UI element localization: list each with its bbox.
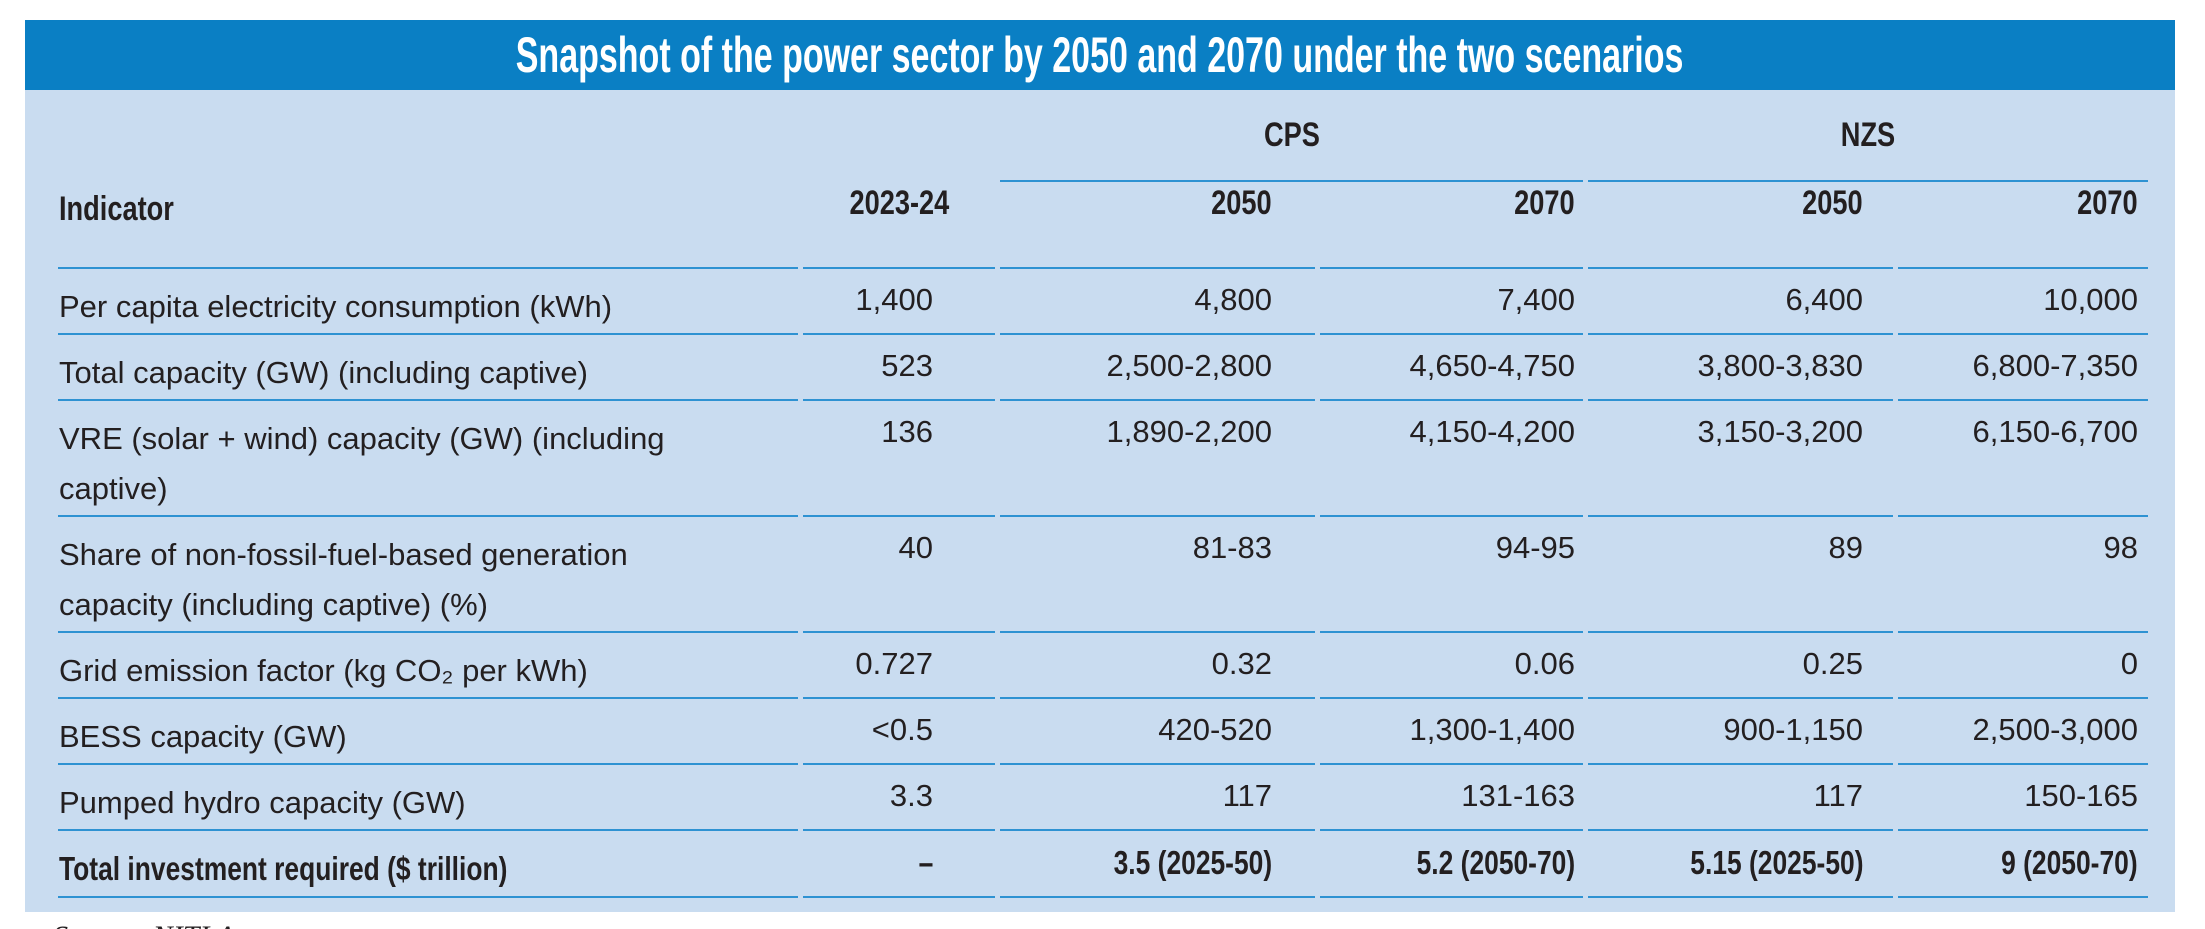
total-investment-nzs-2050: 5.15 (2025-50): [1689, 844, 1864, 881]
empty-cell: [803, 90, 995, 182]
row-nzs-2050-value: 3,150-3,200: [1588, 401, 1894, 517]
table-row-total-investment: Total investment required ($ trillion) –…: [58, 831, 2149, 898]
column-header-row: Indicator 2023-24 2050 2070 2050: [58, 182, 2149, 269]
row-indicator: Total capacity (GW) (including captive): [58, 335, 798, 401]
row-indicator: Share of non-fossil-fuel-based generatio…: [58, 517, 798, 633]
table-row: Pumped hydro capacity (GW) 3.3 117 131-1…: [58, 765, 2149, 831]
row-nzs-2070-value: 10,000: [1898, 269, 2149, 335]
row-baseline-value: 523: [803, 335, 995, 401]
row-nzs-2070-value: 9 (2050-70): [1898, 831, 2149, 898]
nzs-2050-header-label: 2050: [1802, 184, 1864, 222]
table-row: Total capacity (GW) (including captive) …: [58, 335, 2149, 401]
row-indicator: VRE (solar + wind) capacity (GW) (includ…: [58, 401, 798, 517]
source-note: Source: NITI Aayog: [53, 920, 2175, 929]
row-cps-2070-value: 1,300-1,400: [1320, 699, 1584, 765]
row-nzs-2050-value: 5.15 (2025-50): [1588, 831, 1894, 898]
row-indicator: Pumped hydro capacity (GW): [58, 765, 798, 831]
empty-cell: [58, 90, 798, 182]
row-indicator: Total investment required ($ trillion): [58, 831, 798, 898]
row-nzs-2050-value: 89: [1588, 517, 1894, 633]
indicator-column-header: Indicator: [58, 182, 798, 269]
row-nzs-2070-value: 6,800-7,350: [1898, 335, 2149, 401]
row-baseline-value: 136: [803, 401, 995, 517]
row-cps-2070-value: 5.2 (2050-70): [1320, 831, 1584, 898]
row-cps-2070-value: 131-163: [1320, 765, 1584, 831]
row-nzs-2050-value: 3,800-3,830: [1588, 335, 1894, 401]
row-cps-2070-value: 0.06: [1320, 633, 1584, 699]
indicator-header-label: Indicator: [59, 190, 174, 228]
row-nzs-2070-value: 0: [1898, 633, 2149, 699]
row-nzs-2050-value: 6,400: [1588, 269, 1894, 335]
total-investment-nzs-2070: 9 (2050-70): [2001, 844, 2139, 881]
baseline-header-label: 2023-24: [849, 184, 949, 222]
row-cps-2050-value: 0.32: [1000, 633, 1315, 699]
row-nzs-2050-value: 0.25: [1588, 633, 1894, 699]
total-investment-cps-2050: 3.5 (2025-50): [1113, 844, 1272, 881]
row-indicator: Per capita electricity consumption (kWh): [58, 269, 798, 335]
table-row: VRE (solar + wind) capacity (GW) (includ…: [58, 401, 2149, 517]
row-cps-2070-value: 7,400: [1320, 269, 1584, 335]
row-cps-2070-value: 4,150-4,200: [1320, 401, 1584, 517]
cps-2070-column-header: 2070: [1320, 182, 1584, 269]
cps-2050-column-header: 2050: [1000, 182, 1315, 269]
row-nzs-2070-value: 98: [1898, 517, 2149, 633]
row-indicator: BESS capacity (GW): [58, 699, 798, 765]
row-cps-2070-value: 94-95: [1320, 517, 1584, 633]
table-row: Grid emission factor (kg CO₂ per kWh) 0.…: [58, 633, 2149, 699]
row-baseline-value: –: [803, 831, 995, 898]
scenario-group-header-row: CPS NZS: [58, 90, 2149, 182]
row-indicator: Grid emission factor (kg CO₂ per kWh): [58, 633, 798, 699]
table-panel: CPS NZS Indicator 2023-24 2050: [25, 90, 2175, 929]
group-header-cps: CPS: [1000, 90, 1584, 182]
row-nzs-2070-value: 150-165: [1898, 765, 2149, 831]
row-baseline-value: <0.5: [803, 699, 995, 765]
table-row: Per capita electricity consumption (kWh)…: [58, 269, 2149, 335]
row-cps-2050-value: 117: [1000, 765, 1315, 831]
row-baseline-value: 3.3: [803, 765, 995, 831]
row-cps-2050-value: 420-520: [1000, 699, 1315, 765]
row-cps-2050-value: 4,800: [1000, 269, 1315, 335]
table-row: Share of non-fossil-fuel-based generatio…: [58, 517, 2149, 633]
baseline-column-header: 2023-24: [803, 182, 995, 269]
row-cps-2070-value: 4,650-4,750: [1320, 335, 1584, 401]
row-nzs-2070-value: 2,500-3,000: [1898, 699, 2149, 765]
cps-2070-header-label: 2070: [1514, 184, 1576, 222]
row-cps-2050-value: 81-83: [1000, 517, 1315, 633]
table-row: BESS capacity (GW) <0.5 420-520 1,300-1,…: [58, 699, 2149, 765]
row-nzs-2070-value: 6,150-6,700: [1898, 401, 2149, 517]
total-investment-cps-2070: 5.2 (2050-70): [1416, 844, 1576, 881]
row-baseline-value: 1,400: [803, 269, 995, 335]
row-cps-2050-value: 3.5 (2025-50): [1000, 831, 1315, 898]
group-header-nzs: NZS: [1588, 90, 2149, 182]
title-bar: Snapshot of the power sector by 2050 and…: [25, 20, 2175, 90]
nzs-2050-column-header: 2050: [1588, 182, 1894, 269]
nzs-2070-header-label: 2070: [2077, 184, 2139, 222]
nzs-2070-column-header: 2070: [1898, 182, 2149, 269]
power-sector-table: CPS NZS Indicator 2023-24 2050: [53, 90, 2153, 898]
figure-title: Snapshot of the power sector by 2050 and…: [516, 27, 1684, 83]
row-baseline-value: 40: [803, 517, 995, 633]
group-header-nzs-label: NZS: [1840, 115, 1896, 154]
row-nzs-2050-value: 900-1,150: [1588, 699, 1894, 765]
row-nzs-2050-value: 117: [1588, 765, 1894, 831]
row-baseline-value: 0.727: [803, 633, 995, 699]
group-header-cps-label: CPS: [1263, 115, 1320, 154]
cps-2050-header-label: 2050: [1211, 184, 1272, 222]
row-cps-2050-value: 1,890-2,200: [1000, 401, 1315, 517]
total-investment-baseline: –: [918, 844, 933, 881]
row-cps-2050-value: 2,500-2,800: [1000, 335, 1315, 401]
total-investment-label: Total investment required ($ trillion): [59, 850, 508, 887]
